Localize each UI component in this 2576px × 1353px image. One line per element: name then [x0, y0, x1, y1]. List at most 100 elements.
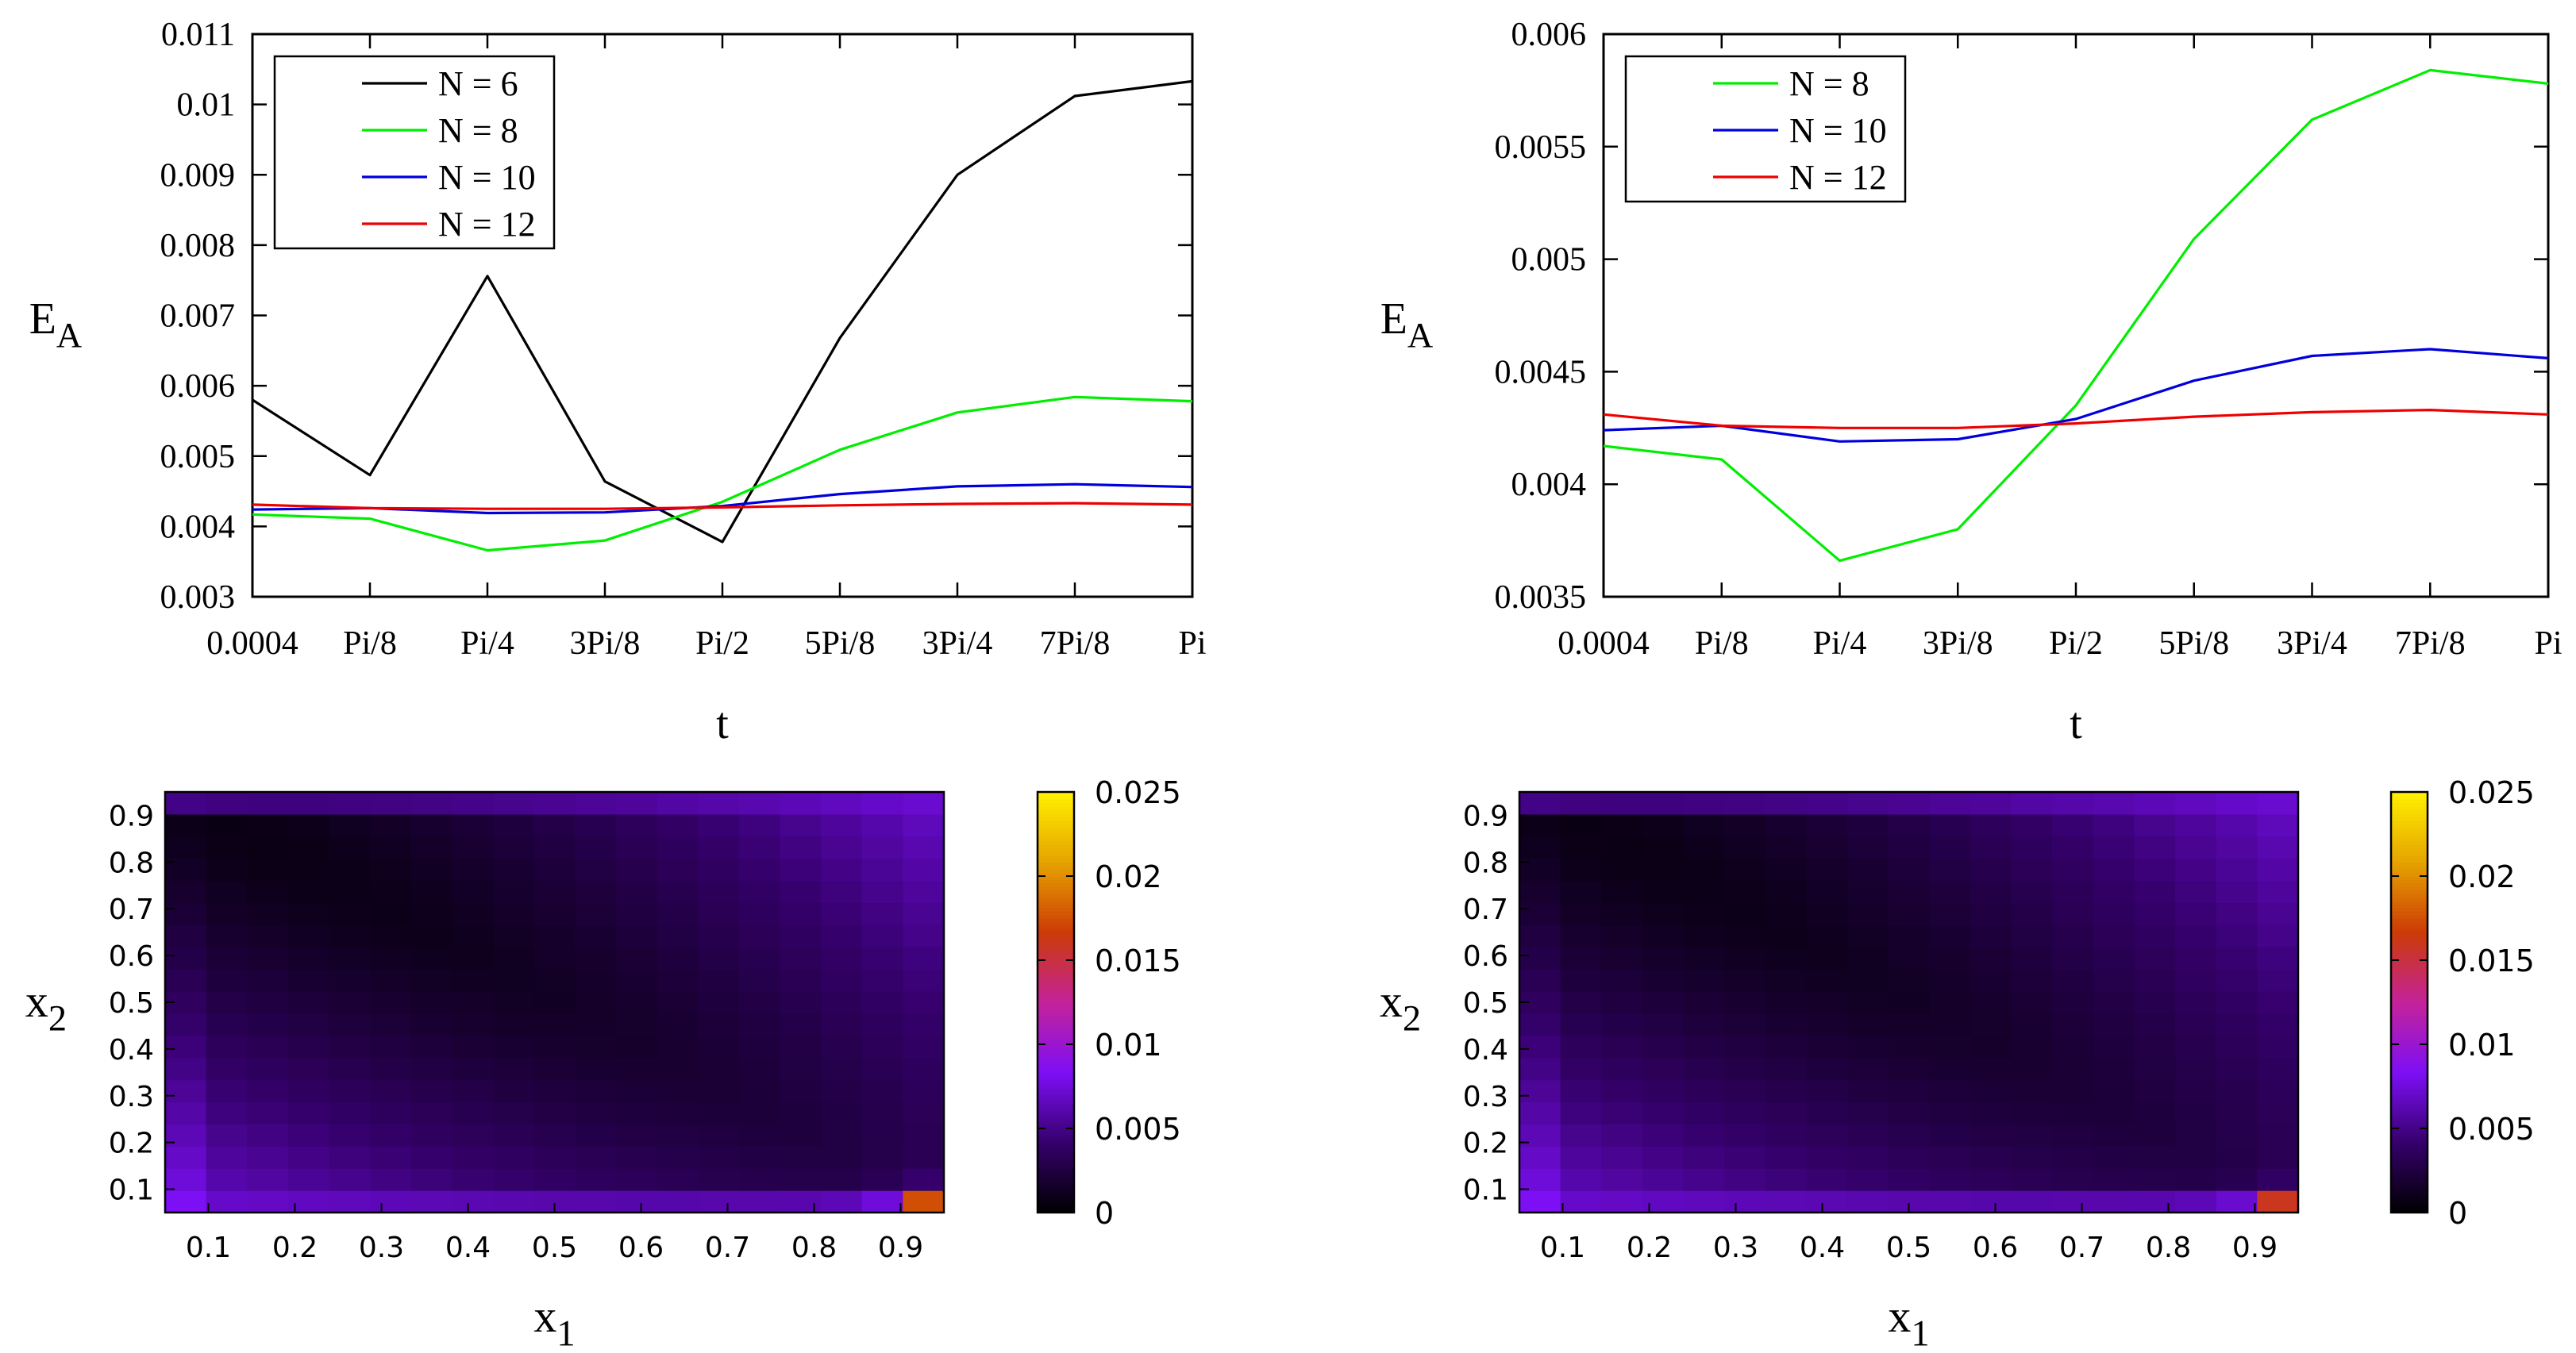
heatmap-cell — [1724, 1124, 1766, 1147]
heatmap-cell — [247, 1168, 289, 1191]
x-tick-label: 0.5 — [1886, 1232, 1931, 1264]
heatmap-cell — [165, 902, 207, 925]
heatmap-cell — [738, 880, 781, 904]
heatmap-cell — [738, 1013, 781, 1036]
colorbar-step — [2391, 921, 2428, 926]
heatmap-cell — [2093, 1057, 2135, 1081]
colorbar-step — [2391, 792, 2428, 797]
colorbar-step — [1038, 809, 1074, 814]
heatmap-cell — [2175, 924, 2217, 947]
colorbar-tick-label: 0.015 — [2448, 944, 2535, 978]
colorbar-step — [1038, 1184, 1074, 1189]
heatmap-cell — [2052, 1190, 2094, 1213]
heatmap-cell — [1601, 1190, 1643, 1213]
colorbar-step — [1038, 1062, 1074, 1067]
heatmap-cell — [821, 1013, 863, 1036]
heatmap-cell — [165, 1101, 207, 1125]
heatmap-cell — [493, 836, 535, 859]
legend-entry: N = 6 — [438, 64, 518, 103]
colorbar-step — [2391, 991, 2428, 996]
heatmap-cell — [533, 1146, 576, 1169]
heatmap-cell — [1683, 1035, 1725, 1059]
colorbar-step — [2391, 813, 2428, 817]
heatmap-cell — [1806, 813, 1848, 837]
heatmap-cell — [206, 880, 248, 904]
colorbar-step — [2391, 823, 2428, 828]
heatmap-cell — [1601, 1057, 1643, 1081]
heatmap-cell — [2052, 902, 2094, 925]
heatmap-cell — [329, 836, 371, 859]
heatmap-cell — [780, 1035, 822, 1059]
heatmap-cell — [1560, 1013, 1602, 1036]
heatmap-cell — [821, 1079, 863, 1103]
heatmap-cell — [861, 1124, 903, 1147]
heatmap-cell — [165, 1190, 207, 1213]
heatmap-cell — [165, 792, 207, 815]
x-tick-label: 0.9 — [2232, 1232, 2278, 1264]
heatmap-cell — [1847, 991, 1889, 1014]
heatmap-cell — [738, 1101, 781, 1125]
heatmap-cell — [903, 813, 945, 837]
heatmap-cell — [1806, 1079, 1848, 1103]
colorbar-step — [1038, 932, 1074, 936]
heatmap-cell — [903, 1190, 945, 1213]
colorbar-tick-label: 0.01 — [1095, 1028, 1162, 1063]
colorbar-step — [2391, 858, 2428, 863]
heatmap-cell — [861, 991, 903, 1014]
x-tick-label: 3Pi/4 — [922, 625, 993, 662]
y-tick-label: 0.006 — [1511, 17, 1587, 53]
heatmap-cell — [2216, 991, 2258, 1014]
heatmap-cell — [1683, 880, 1725, 904]
heatmap-cell — [1724, 1168, 1766, 1191]
heatmap-cell — [1683, 836, 1725, 859]
colorbar-step — [1038, 1026, 1074, 1032]
x-tick-label: 0.4 — [1800, 1232, 1845, 1264]
heatmap-cell — [657, 880, 699, 904]
heatmap-cell — [2052, 792, 2094, 815]
heatmap-cell — [247, 902, 289, 925]
y-axis-label-sub: A — [1407, 315, 1434, 355]
colorbar: 0 0.005 0.01 0.015 0.02 0.025 — [1036, 775, 1181, 1231]
heatmap-cell — [1806, 1190, 1848, 1213]
heatmap-cell — [575, 947, 617, 970]
colorbar-step — [2391, 827, 2428, 832]
heatmap-cell — [903, 1101, 945, 1125]
heatmap-cell — [1929, 836, 1971, 859]
colorbar-step — [1038, 1104, 1074, 1109]
colorbar-step — [1038, 936, 1074, 940]
x-tick-label: 0.3 — [1713, 1232, 1758, 1264]
heatmap-cell — [821, 924, 863, 947]
heatmap-cell — [2011, 858, 2053, 882]
colorbar-step — [1038, 1058, 1074, 1063]
heatmap-cell — [533, 902, 576, 925]
y-tick-label: 0.006 — [160, 368, 236, 405]
heatmap-cell — [903, 902, 945, 925]
heatmap-cell — [738, 792, 781, 815]
heatmap-cell — [615, 924, 658, 947]
heatmap-cell — [1929, 924, 1971, 947]
heatmap-cell — [2093, 1124, 2135, 1147]
heatmap-cell — [2011, 1035, 2053, 1059]
heatmap-cell — [287, 880, 330, 904]
heatmap-cell — [287, 792, 330, 815]
heatmap-cell — [2052, 1101, 2094, 1125]
heatmap-cell — [1724, 792, 1766, 815]
heatmap-cell — [2134, 1035, 2176, 1059]
y-tick-label: 0.9 — [109, 800, 154, 832]
heatmap-cell — [698, 1035, 740, 1059]
heatmap-cell — [903, 969, 945, 992]
heatmap-cell — [452, 1124, 494, 1147]
legend-entry: N = 10 — [1789, 111, 1887, 150]
colorbar-step — [2391, 862, 2428, 867]
heatmap-cell — [615, 1101, 658, 1125]
x-tick-label: 0.7 — [2059, 1232, 2104, 1264]
heatmap-cell — [1765, 1035, 1808, 1059]
heatmap-cell — [2134, 1146, 2176, 1169]
heatmap-cell — [1642, 1079, 1685, 1103]
colorbar-step — [1038, 1124, 1074, 1129]
heatmap-cell — [247, 1190, 289, 1213]
heatmap-cell — [452, 1013, 494, 1036]
heatmap-cell — [206, 902, 248, 925]
heatmap-cell — [493, 947, 535, 970]
heatmap-cell — [1765, 1101, 1808, 1125]
